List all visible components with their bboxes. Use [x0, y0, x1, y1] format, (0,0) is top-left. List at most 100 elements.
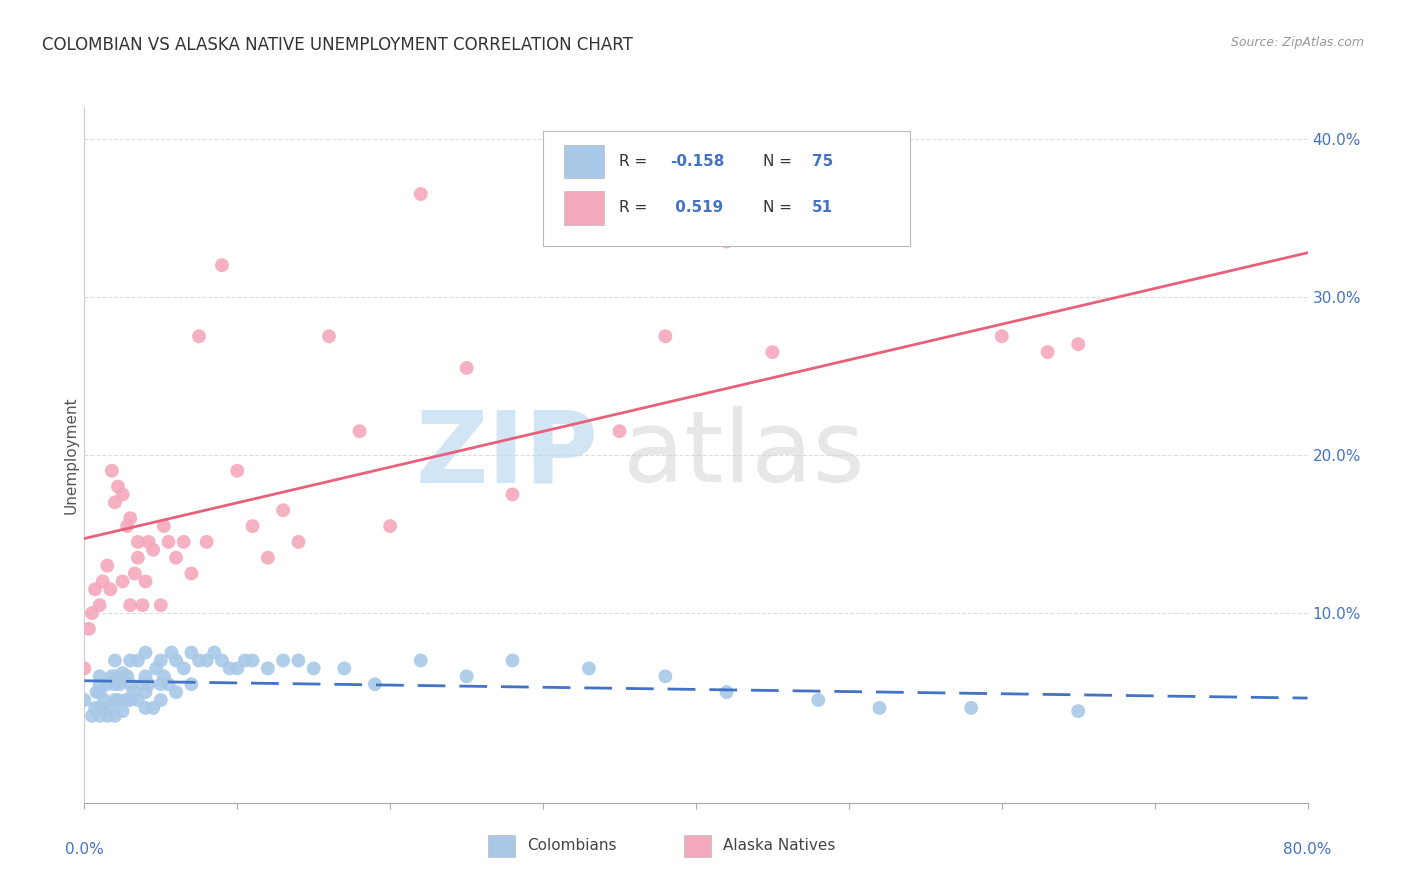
Point	[456, 360, 478, 375]
Point	[1067, 704, 1090, 718]
Point	[84, 701, 107, 715]
Point	[364, 677, 387, 691]
Text: ZIP: ZIP	[415, 407, 598, 503]
Text: R =: R =	[619, 201, 652, 216]
Point	[562, 202, 585, 217]
Point	[135, 574, 157, 589]
Point	[120, 653, 142, 667]
Point	[257, 661, 280, 675]
Point	[104, 653, 127, 667]
Point	[242, 653, 264, 667]
Point	[302, 661, 325, 675]
Point	[73, 661, 96, 675]
Point	[188, 329, 211, 343]
Point	[991, 329, 1014, 343]
Point	[120, 598, 142, 612]
Point	[104, 693, 127, 707]
Text: 80.0%: 80.0%	[1284, 842, 1331, 857]
Text: 75: 75	[813, 153, 834, 169]
Point	[127, 653, 149, 667]
Text: -0.158: -0.158	[671, 153, 724, 169]
Point	[114, 693, 136, 707]
Point	[111, 574, 134, 589]
Point	[104, 495, 127, 509]
Point	[165, 685, 187, 699]
Point	[287, 653, 309, 667]
Point	[654, 669, 676, 683]
Point	[131, 598, 153, 612]
Point	[135, 701, 157, 715]
Point	[202, 646, 225, 660]
Point	[142, 542, 165, 557]
Point	[77, 622, 100, 636]
Point	[318, 329, 340, 343]
Point	[153, 669, 176, 683]
Y-axis label: Unemployment: Unemployment	[63, 396, 79, 514]
Point	[180, 646, 202, 660]
Point	[333, 661, 356, 675]
Text: atlas: atlas	[623, 407, 865, 503]
Point	[242, 519, 264, 533]
Point	[761, 345, 783, 359]
Point	[165, 550, 187, 565]
Point	[160, 646, 183, 660]
Point	[456, 669, 478, 683]
Point	[104, 677, 127, 691]
Point	[86, 685, 108, 699]
Text: Source: ZipAtlas.com: Source: ZipAtlas.com	[1230, 36, 1364, 49]
Point	[165, 653, 187, 667]
Bar	[488, 835, 515, 857]
Point	[257, 550, 280, 565]
Point	[211, 653, 233, 667]
Point	[115, 669, 138, 683]
Point	[120, 511, 142, 525]
Point	[807, 693, 830, 707]
Point	[101, 464, 124, 478]
Point	[502, 653, 524, 667]
Text: N =: N =	[763, 153, 797, 169]
Point	[124, 566, 146, 581]
Point	[271, 653, 294, 667]
Point	[149, 598, 172, 612]
Point	[349, 424, 371, 438]
Point	[107, 479, 129, 493]
Point	[107, 693, 129, 707]
Point	[96, 558, 118, 573]
Point	[218, 661, 240, 675]
Point	[1036, 345, 1059, 359]
Point	[716, 685, 738, 699]
Point	[89, 669, 111, 683]
Point	[135, 685, 157, 699]
Point	[578, 661, 600, 675]
Point	[111, 704, 134, 718]
Point	[1067, 337, 1090, 351]
Point	[960, 701, 983, 715]
Point	[89, 598, 111, 612]
Point	[180, 566, 202, 581]
Point	[153, 519, 176, 533]
Point	[869, 701, 891, 715]
Point	[149, 693, 172, 707]
Point	[195, 534, 218, 549]
Point	[135, 669, 157, 683]
Point	[149, 677, 172, 691]
Point	[409, 653, 432, 667]
Point	[233, 653, 256, 667]
Point	[73, 693, 96, 707]
Point	[138, 534, 160, 549]
Text: COLOMBIAN VS ALASKA NATIVE UNEMPLOYMENT CORRELATION CHART: COLOMBIAN VS ALASKA NATIVE UNEMPLOYMENT …	[42, 36, 633, 54]
Point	[96, 677, 118, 691]
Point	[142, 701, 165, 715]
Point	[111, 666, 134, 681]
Point	[80, 606, 103, 620]
Point	[96, 708, 118, 723]
Point	[122, 685, 145, 699]
Point	[609, 424, 631, 438]
Point	[131, 677, 153, 691]
Bar	[564, 145, 605, 178]
Point	[188, 653, 211, 667]
Point	[135, 646, 157, 660]
Point	[716, 235, 738, 249]
Point	[654, 329, 676, 343]
Point	[84, 582, 107, 597]
